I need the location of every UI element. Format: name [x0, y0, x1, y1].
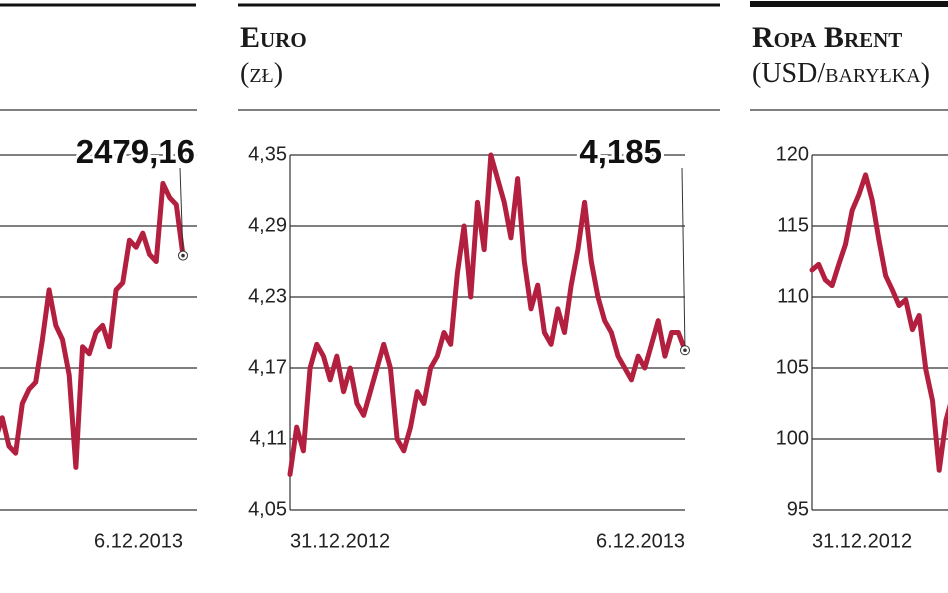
panel-subtitle: (zł) — [240, 58, 283, 89]
y-tick-label: 115 — [777, 214, 809, 236]
y-tick-label: 4,29 — [248, 214, 287, 236]
y-tick-label: 4,17 — [248, 356, 287, 378]
y-tick-label: 100 — [776, 427, 809, 449]
value-label: 4,185 — [579, 133, 662, 170]
panel-subtitle: (USD/baryłka) — [752, 58, 930, 89]
y-tick-label: 4,11 — [250, 427, 287, 449]
x-tick-label: 31.12.2012 — [812, 530, 912, 552]
leader-line — [179, 167, 184, 256]
y-tick-label: 105 — [776, 356, 809, 378]
y-tick-label: 110 — [777, 285, 809, 307]
panel-title: Euro — [240, 21, 307, 54]
y-tick-label: 95 — [787, 498, 809, 520]
price-line — [809, 172, 948, 473]
price-line — [0, 180, 186, 470]
leader-line — [681, 167, 686, 351]
end-dot — [683, 348, 687, 353]
end-dot — [181, 253, 185, 258]
y-tick-label: 4,23 — [248, 285, 287, 307]
y-tick-label: 120 — [776, 143, 809, 165]
x-tick-label: 6.12.2013 — [596, 530, 685, 552]
value-label: 2479,16 — [76, 133, 195, 170]
price-line — [287, 152, 688, 477]
x-tick-label: 6.12.2013 — [94, 530, 183, 552]
y-tick-label: 4,05 — [248, 498, 287, 520]
panel-title: Ropa Brent — [752, 21, 902, 54]
y-tick-label: 4,35 — [248, 143, 287, 165]
x-tick-label: 31.12.2012 — [290, 530, 390, 552]
